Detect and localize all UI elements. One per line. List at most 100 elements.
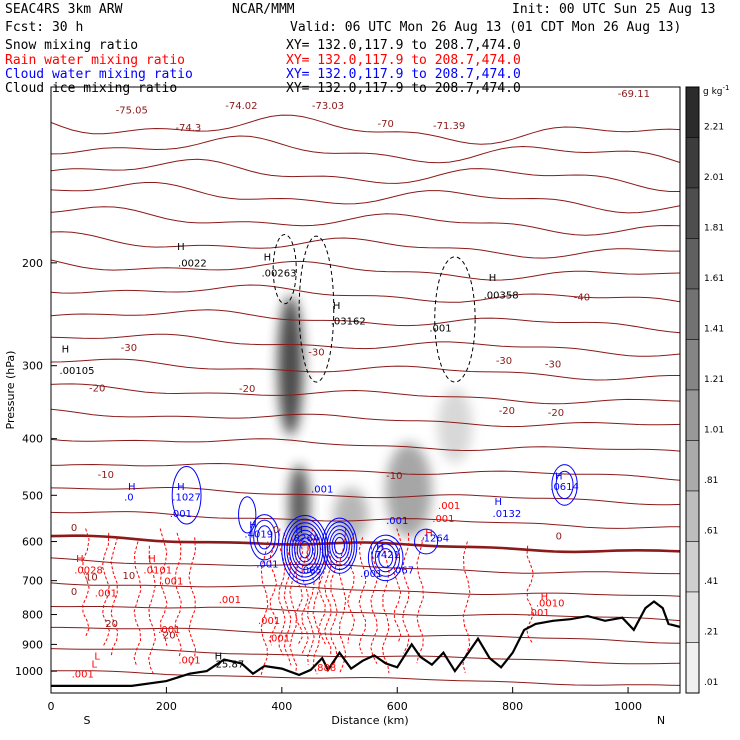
rain-label-6: .001 <box>219 595 241 606</box>
colorbar: 2.21 2.01 1.81 1.61 1.41 1.21 1.01 .81 .61 .41 .21… <box>685 86 724 694</box>
isotherm-line-20 <box>51 606 680 622</box>
header: SEAC4RS 3km ARW NCAR/MMM Init: 00 UTC Su… <box>5 2 716 96</box>
isotherm-layer <box>51 114 680 686</box>
rain-contour-21 <box>347 532 355 644</box>
cloud-water-contour-0-4 <box>291 529 319 571</box>
cloud-water-contour-2-3 <box>378 548 394 568</box>
rain-contour-6 <box>174 532 182 657</box>
isotherm-label-13: -20 <box>239 384 255 395</box>
cloud-water-label-17: .001 <box>360 569 382 580</box>
isotherm-line-3 <box>51 182 680 214</box>
isotherm-line-13 <box>51 438 680 452</box>
cloud-ice-label-8: .001 <box>429 323 451 334</box>
colorbar-frame <box>685 86 700 694</box>
isotherm-line-1 <box>51 135 680 164</box>
cloud-water-contour-6-0 <box>238 496 257 534</box>
snow-shade-blob-2 <box>385 443 432 538</box>
cloud-water-contour-4-0 <box>171 466 202 525</box>
cloud-water-label-3: .1027 <box>172 492 201 503</box>
isotherm-line-2 <box>51 158 680 192</box>
cloud-water-label-1: .0 <box>124 492 134 503</box>
cloud-ice-label-1: .0022 <box>178 259 207 270</box>
cloud-water-contour-0-5 <box>294 533 316 567</box>
colorbar-swatch-2 <box>685 187 700 239</box>
isotherm-label-0: -75.05 <box>116 105 148 116</box>
y-tick-label-5: 700 <box>22 575 43 588</box>
isotherm-line-16 <box>51 511 680 529</box>
field-xy-cloud-ice: XY= 132.0,117.9 to 208.7,474.0 <box>286 81 521 96</box>
cloud-water-label-7: H <box>494 497 502 508</box>
plot-area: -75.05 -74.3 -74.02 -73.03 -70 -71.39 -69.11 -4… <box>51 89 680 687</box>
y-tick-label-4: 600 <box>22 536 43 549</box>
isotherm-line-7 <box>51 284 680 303</box>
cloud-water-contour-0-0 <box>281 514 329 585</box>
cloud-water-label-6: .0614 <box>550 482 579 493</box>
isotherm-line-9 <box>51 333 680 357</box>
colorbar-label-1: 2.01 <box>704 173 724 183</box>
isotherm-line-21 <box>51 626 680 644</box>
isotherm-line-22 <box>51 648 680 665</box>
isotherm-line-0 <box>51 114 680 145</box>
colorbar-swatch-9 <box>685 541 700 593</box>
colorbar-swatch-7 <box>685 440 700 492</box>
cloud-water-label-15: .7421 <box>371 550 400 561</box>
cloud-water-contour-2-0 <box>367 534 404 582</box>
colorbar-swatch-5 <box>685 339 700 391</box>
cloud-water-label-0: H <box>128 482 136 493</box>
cloud-water-contour-1-0 <box>321 517 358 574</box>
terrain-high-value: 25.87 <box>216 659 245 670</box>
snow-shading-layer <box>277 295 473 546</box>
colorbar-swatch-1 <box>685 137 700 189</box>
rain-label-10: .001 <box>178 655 200 666</box>
isotherm-line-17 <box>51 534 680 554</box>
rain-contour-layer <box>82 528 534 676</box>
isotherm-line-18 <box>51 557 680 575</box>
isotherm-label-5: -71.39 <box>433 121 465 132</box>
cloud-ice-label-5: .03162 <box>331 316 366 327</box>
colorbar-label-0: 2.21 <box>704 122 724 132</box>
isotherm-label-9: -30 <box>308 347 324 358</box>
rain-label-17: .0010 <box>536 598 565 609</box>
rain-contour-7 <box>188 537 197 667</box>
field-xy-snow: XY= 132.0,117.9 to 208.7,474.0 <box>286 38 521 53</box>
cloud-water-contour-5-1 <box>555 470 574 500</box>
cloud-water-contour-0-3 <box>289 525 321 574</box>
colorbar-label-8: .61 <box>704 526 718 536</box>
x-axis-label: Distance (km) <box>331 714 408 727</box>
rain-label-18: H <box>425 528 433 539</box>
isotherm-label-2: -74.02 <box>225 101 257 112</box>
cloud-water-label-5: H <box>555 472 563 483</box>
cloud-ice-label-3: .00263 <box>261 268 296 279</box>
rain-label-12: L <box>91 659 97 670</box>
rain-contour-23 <box>370 541 379 664</box>
isotherm-line-11 <box>51 383 680 405</box>
isotherm-label-8: -30 <box>121 343 137 354</box>
colorbar-label-4: 1.41 <box>704 324 724 334</box>
cloud-water-label-20: .067 <box>392 565 414 576</box>
cloud-water-label-19: .001 <box>386 516 408 527</box>
rain-contour-25 <box>393 528 402 644</box>
cloud-water-contour-2-2 <box>374 543 397 573</box>
rain-label-19: .001 <box>438 501 460 512</box>
field-name-cloud-ice: Cloud ice mixing ratio <box>5 81 177 96</box>
terrain-line <box>51 600 680 687</box>
snow-shade-blob-1 <box>288 464 310 546</box>
isotherm-label-19: 0 <box>273 525 279 536</box>
rain-contour-3 <box>133 541 142 667</box>
rain-contour-24 <box>381 545 390 674</box>
y-tick-label-6: 800 <box>22 609 43 622</box>
y-tick-label-3: 500 <box>22 489 43 502</box>
isotherm-line-4 <box>51 206 680 236</box>
rain-contour-13 <box>295 541 304 645</box>
rain-contour-4 <box>148 545 156 676</box>
rain-label-13: .001 <box>72 669 94 680</box>
rain-contour-14 <box>301 545 309 656</box>
cloud-ice-contour-layer <box>272 233 476 383</box>
cloud-ice-label-0: H <box>177 242 185 253</box>
cloud-ice-label-7: .00358 <box>484 290 519 301</box>
cloud-water-contour-0-6 <box>296 537 314 563</box>
cloud-water-label-11: H <box>295 525 303 536</box>
colorbar-unit-exp: -1 <box>723 84 730 92</box>
cloud-water-contour-3-2 <box>256 525 273 550</box>
cloud-water-contour-2-1 <box>371 539 401 577</box>
